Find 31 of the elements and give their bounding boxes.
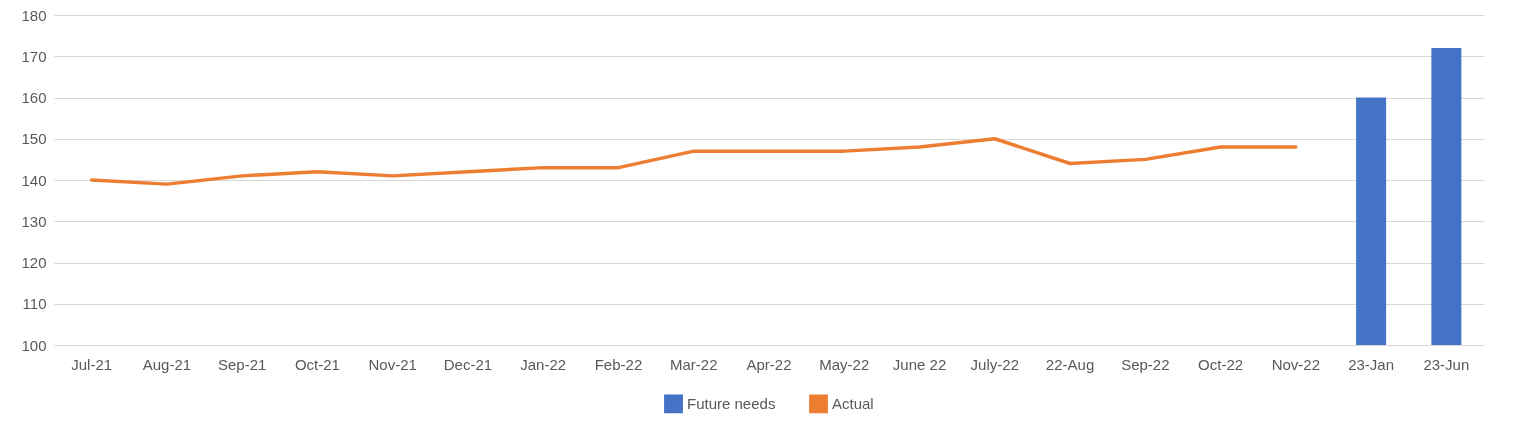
y-tick-label: 180 [21, 6, 47, 24]
x-tick-label: Jan-22 [520, 355, 567, 373]
x-tick-label: 23-Jan [1348, 355, 1395, 373]
x-tick-label: Nov-22 [1271, 355, 1321, 373]
y-tick-label: 110 [22, 295, 47, 313]
x-tick-label: Aug-21 [142, 355, 192, 373]
y-tick-label: 150 [21, 130, 47, 148]
x-tick-label: June 22 [892, 355, 947, 373]
legend-label: Future needs [687, 394, 776, 412]
y-tick-label: 170 [21, 47, 47, 65]
y-tick-label: 120 [21, 254, 47, 271]
y-tick-label: 130 [21, 212, 47, 230]
x-tick-label: July-22 [970, 355, 1019, 373]
x-tick-label: Sep-21 [217, 355, 267, 373]
y-tick-label: 160 [21, 89, 47, 106]
x-tick-label: Sep-22 [1121, 355, 1170, 373]
x-tick-label: 23-Jun [1423, 355, 1470, 373]
x-tick-label: Oct-21 [294, 355, 340, 373]
x-tick-label: Dec-21 [443, 355, 493, 373]
legend-label: Actual [832, 394, 874, 412]
x-tick-label: May-22 [819, 355, 870, 373]
y-tick-label: 100 [21, 336, 47, 354]
line-series [89, 137, 1298, 186]
x-tick-label: Oct-22 [1198, 355, 1244, 373]
x-tick-label: Apr-22 [746, 355, 792, 373]
x-tick-label: Nov-21 [368, 355, 417, 373]
x-tick-label: Mar-22 [669, 355, 718, 373]
x-tick-label: 22-Aug [1045, 355, 1095, 373]
y-tick-label: 140 [21, 171, 47, 189]
x-tick-label: Feb-22 [594, 355, 643, 373]
x-tick-label: Jul-21 [71, 355, 113, 373]
